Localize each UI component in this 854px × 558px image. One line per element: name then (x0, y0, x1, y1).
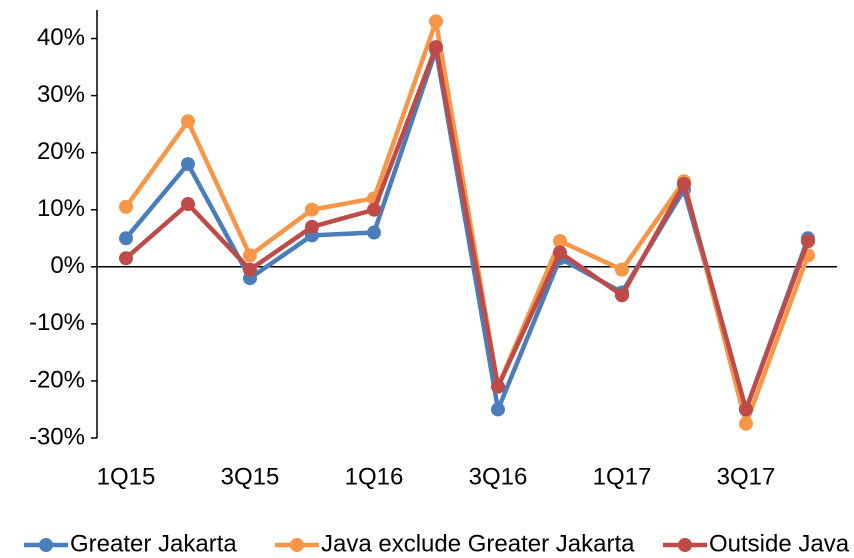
point (367, 225, 381, 240)
point (739, 416, 753, 431)
point (181, 197, 195, 212)
x-tick-label: 1Q17 (593, 463, 652, 490)
legend-marker (678, 538, 692, 552)
point (119, 199, 133, 214)
point (243, 248, 257, 263)
point (491, 379, 505, 394)
x-tick-label: 3Q17 (717, 463, 776, 490)
point (119, 231, 133, 246)
point (367, 202, 381, 217)
legend-marker (39, 538, 53, 552)
x-tick-label: 3Q15 (221, 463, 280, 490)
point (243, 262, 257, 277)
y-tick-label: -20% (29, 366, 85, 393)
legend-label: Outside Java (709, 530, 850, 557)
x-tick-label: 1Q15 (97, 463, 156, 490)
point (305, 202, 319, 217)
point (181, 114, 195, 129)
point (615, 288, 629, 303)
y-tick-label: 40% (37, 24, 85, 51)
y-tick-label: -30% (29, 423, 85, 450)
point (739, 402, 753, 417)
series-line (124, 47, 811, 412)
point (677, 177, 691, 192)
y-tick-label: 30% (37, 81, 85, 108)
point (181, 157, 195, 172)
point (119, 251, 133, 266)
y-tick-label: 10% (37, 195, 85, 222)
y-tick-label: -10% (29, 309, 85, 336)
point (553, 245, 567, 260)
point (615, 262, 629, 277)
x-tick-label: 3Q16 (469, 463, 528, 490)
legend-label: Java exclude Greater Jakarta (321, 530, 635, 557)
point (305, 219, 319, 234)
y-tick-label: 20% (37, 138, 85, 165)
point (553, 234, 567, 249)
legend-marker (290, 538, 304, 552)
y-tick-label: 0% (50, 252, 85, 279)
x-tick-label: 1Q16 (345, 463, 404, 490)
point (429, 40, 443, 55)
point (429, 14, 443, 29)
series-line (124, 44, 811, 412)
legend-label: Greater Jakarta (70, 530, 237, 557)
point (491, 402, 505, 417)
point (801, 234, 815, 249)
